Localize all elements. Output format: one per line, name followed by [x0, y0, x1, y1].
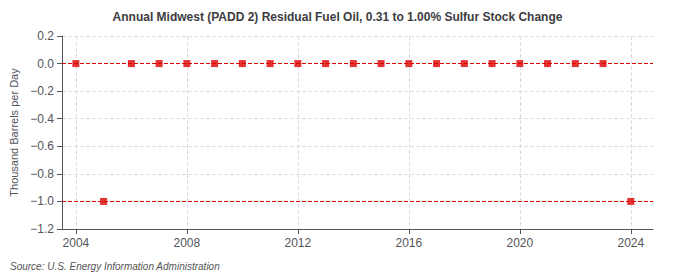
svg-text:Thousand Barrels per Day: Thousand Barrels per Day — [8, 68, 20, 197]
svg-text:2024: 2024 — [617, 236, 644, 250]
svg-text:−1.2: −1.2 — [30, 222, 54, 236]
svg-text:−0.4: −0.4 — [30, 112, 54, 126]
svg-text:−0.2: −0.2 — [30, 84, 54, 98]
svg-text:0.2: 0.2 — [37, 29, 54, 43]
svg-text:0.0: 0.0 — [37, 57, 54, 71]
svg-text:2004: 2004 — [63, 236, 90, 250]
svg-text:2020: 2020 — [506, 236, 533, 250]
svg-text:2008: 2008 — [174, 236, 201, 250]
svg-text:−0.8: −0.8 — [30, 167, 54, 181]
svg-text:Annual Midwest (PADD 2) Residu: Annual Midwest (PADD 2) Residual Fuel Oi… — [113, 10, 563, 24]
svg-text:−1.0: −1.0 — [30, 194, 54, 208]
svg-text:2016: 2016 — [395, 236, 422, 250]
svg-text:−0.6: −0.6 — [30, 139, 54, 153]
svg-text:2012: 2012 — [284, 236, 311, 250]
svg-text:Source: U.S. Energy Informatio: Source: U.S. Energy Information Administ… — [10, 261, 220, 272]
